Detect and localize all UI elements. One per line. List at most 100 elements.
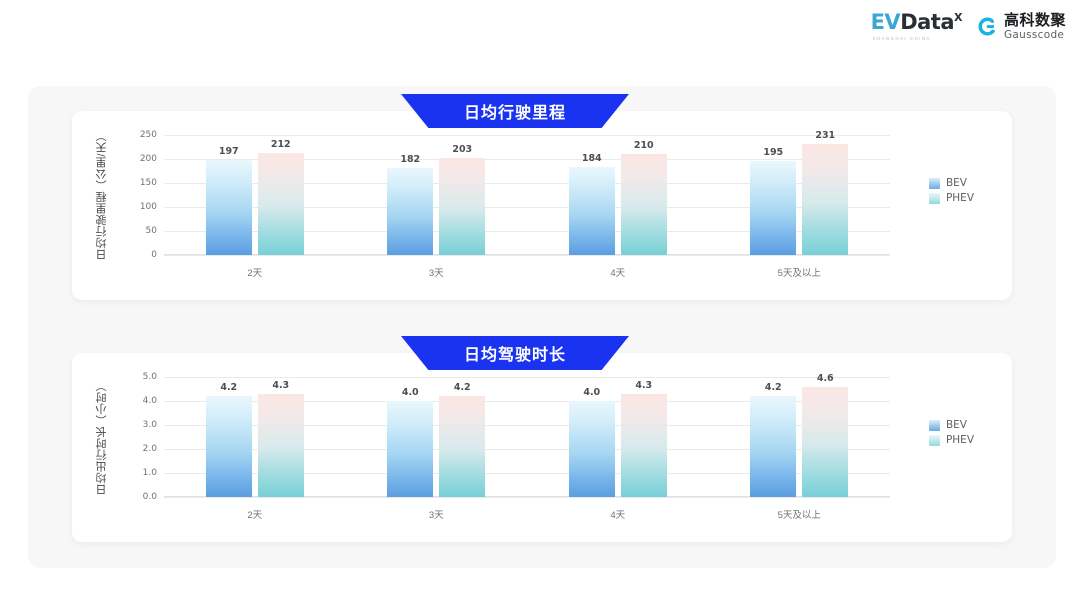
bar-phev[interactable]: 203 [439, 144, 486, 255]
y-axis-tick-1: 50 [145, 226, 157, 236]
bar-value-label: 197 [218, 146, 239, 158]
x-axis-tick: 5天及以上 [777, 510, 821, 521]
x-axis-tick: 2天 [247, 510, 263, 521]
bar-fill [802, 144, 849, 255]
legend-label-phev: PHEV [945, 434, 974, 446]
x-axis-line [164, 496, 890, 497]
bar-fill [620, 393, 667, 497]
chart-legend-2: BEV PHEV [928, 419, 974, 446]
y-axis-tick-2: 5.0 [142, 372, 157, 382]
page-header: EVDataX SHANGHAI CHINA 高科数聚 Gausscode [0, 0, 1080, 60]
legend-item-phev[interactable]: PHEV [928, 192, 974, 204]
evdata-logo-superscript: X [954, 11, 962, 24]
bar-phev[interactable]: 4.3 [257, 380, 304, 497]
x-axis-tick: 3天 [428, 510, 444, 521]
bar-bev[interactable]: 182 [387, 154, 434, 255]
bar-fill [205, 160, 252, 255]
evdata-logo: EVDataX SHANGHAI CHINA [870, 10, 963, 42]
bar-value-label: 4.2 [453, 382, 471, 394]
bar-group: 182 203 [346, 135, 528, 255]
plot-area-2: 0.0 1.0 2.0 3.0 4.0 5.0 4.2 4.3 2天 4.0 4.2 3天 4.0 4.3… [143, 372, 891, 521]
bar-group: 184 210 [527, 135, 709, 255]
legend-label-bev: BEV [945, 419, 967, 431]
legend-label-bev: BEV [945, 177, 967, 189]
bar-bev[interactable]: 197 [205, 146, 252, 255]
bar-group: 4.0 4.3 [527, 377, 709, 497]
bar-phev[interactable]: 210 [620, 140, 667, 255]
legend-swatch-phev-icon [928, 192, 940, 204]
bar-bev[interactable]: 195 [750, 147, 797, 255]
x-axis-tick: 5天及以上 [777, 268, 821, 279]
chart-card-1: 日均行驶里程（公里/天） 0 50 100 150 200 250 197 212 2天 182 2… [72, 111, 1012, 300]
bar-phev[interactable]: 4.3 [620, 380, 667, 497]
bar-bev[interactable]: 4.2 [205, 382, 252, 497]
x-axis-tick: 4天 [610, 510, 626, 521]
gridline [164, 135, 890, 136]
content-panel: 日均行驶里程 日均行驶里程（公里/天） 0 50 100 150 200 250 197 21… [28, 86, 1056, 568]
y-axis-tick-1: 100 [139, 202, 157, 212]
x-axis-tick: 3天 [428, 268, 444, 279]
gausscode-logo-text: 高科数聚 Gausscode [1004, 13, 1066, 41]
bar-fill [568, 166, 615, 255]
gausscode-logo: 高科数聚 Gausscode [976, 13, 1066, 41]
y-axis-label-2: 日均出行时长（小时） [96, 379, 108, 495]
legend-swatch-phev-icon [928, 434, 940, 446]
chart-legend-1: BEV PHEV [928, 177, 974, 204]
gridline [164, 231, 890, 232]
legend-item-phev[interactable]: PHEV [928, 434, 974, 446]
bar-group: 4.0 4.2 [346, 377, 528, 497]
chart-section-daily-mileage: 日均行驶里程 日均行驶里程（公里/天） 0 50 100 150 200 250 197 21… [28, 94, 1056, 300]
chart-title-1: 日均行驶里程 [463, 103, 566, 122]
bar-fill [205, 396, 252, 497]
bar-group: 4.2 4.3 [164, 377, 346, 497]
bar-bev[interactable]: 184 [568, 153, 615, 255]
bar-phev[interactable]: 231 [802, 130, 849, 255]
y-axis-tick-1: 200 [139, 154, 157, 164]
gridline [164, 497, 890, 498]
chart-title-2: 日均驾驶时长 [463, 345, 566, 364]
bar-group: 195 231 [709, 130, 891, 255]
bar-phev[interactable]: 212 [257, 139, 304, 255]
bar-value-label: 195 [763, 147, 784, 159]
evdata-logo-subtitle: SHANGHAI CHINA [872, 36, 932, 41]
legend-swatch-bev-icon [928, 177, 940, 189]
bar-value-label: 203 [452, 143, 473, 155]
bar-fill [439, 157, 486, 255]
bar-value-label: 184 [581, 152, 602, 164]
gridline [164, 255, 890, 256]
legend-label-phev: PHEV [945, 192, 974, 204]
bar-group: 197 212 [164, 135, 346, 255]
legend-item-bev[interactable]: BEV [928, 419, 974, 431]
bar-bev[interactable]: 4.0 [568, 387, 615, 497]
bar-value-label: 212 [270, 139, 291, 151]
bar-fill [439, 396, 486, 497]
evdata-logo-wordmark: EVDataX [870, 10, 963, 34]
legend-item-bev[interactable]: BEV [928, 177, 974, 189]
bar-value-label: 4.3 [272, 379, 290, 391]
bar-phev[interactable]: 4.2 [439, 382, 486, 497]
y-axis-label-1: 日均行驶里程（公里/天） [96, 129, 108, 261]
gridline [164, 159, 890, 160]
bar-fill [568, 401, 615, 497]
bar-group: 4.2 4.6 [709, 373, 891, 497]
y-axis-tick-1: 250 [139, 130, 157, 140]
x-axis-tick: 2天 [247, 268, 263, 279]
bar-bev[interactable]: 4.0 [387, 387, 434, 497]
gridline [164, 183, 890, 184]
bar-value-label: 4.3 [635, 379, 653, 391]
bar-fill [802, 386, 849, 497]
bar-fill [257, 393, 304, 497]
logo-row: EVDataX SHANGHAI CHINA 高科数聚 Gausscode [870, 10, 1066, 42]
plot-area-1: 0 50 100 150 200 250 197 212 2天 182 203 3天 184 210 4天 1… [140, 130, 891, 279]
evdata-logo-ev: EV [870, 10, 901, 34]
chart-title-banner-2: 日均驾驶时长 [401, 336, 629, 370]
evdata-logo-data: Data [900, 10, 954, 34]
legend-swatch-bev-icon [928, 419, 940, 431]
y-axis-tick-2: 4.0 [142, 396, 157, 406]
bar-phev[interactable]: 4.6 [802, 373, 849, 497]
y-axis-tick-2: 1.0 [142, 468, 157, 478]
chart-section-daily-duration: 日均驾驶时长 日均出行时长（小时） 0.0 1.0 2.0 3.0 4.0 5.0 4.2 4… [28, 336, 1056, 542]
gausscode-g-mark-icon [976, 15, 999, 38]
bar-bev[interactable]: 4.2 [750, 382, 797, 497]
gausscode-logo-en: Gausscode [1003, 28, 1065, 41]
